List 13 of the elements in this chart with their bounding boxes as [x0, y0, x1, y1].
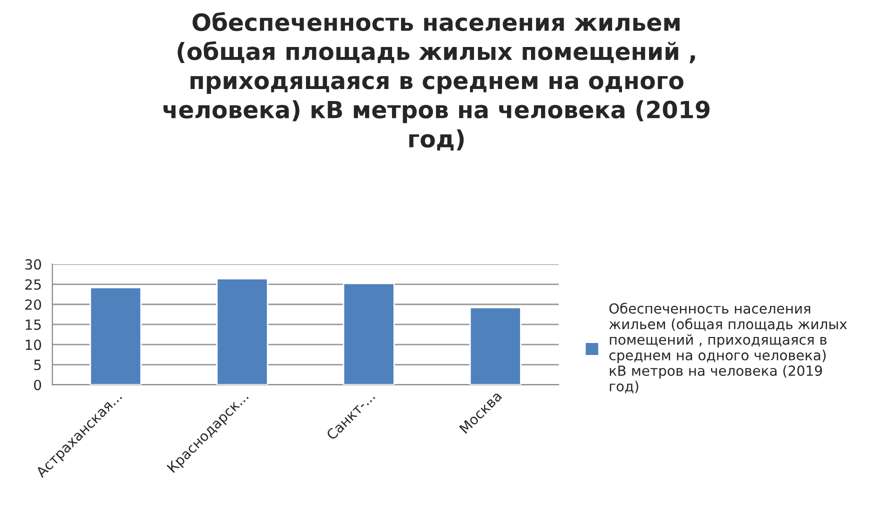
- y-tick-label: 15: [26, 320, 41, 330]
- bar: [90, 286, 142, 385]
- legend-label: Обеспеченность населения жильем (общая площадь жилых помещений , приходящаяся в среднем на одного человека) кВ метров на человека (2019 год): [609, 302, 847, 394]
- y-tick-label: 5: [34, 360, 41, 370]
- bar: [469, 306, 522, 385]
- chart-title: Обеспеченность населения жильем (общая площадь жилых помещений , приходящаяся в среднем на одного человека) кВ метров на человека (2019 год): [164, 12, 710, 151]
- y-tick-label: 20: [25, 299, 42, 310]
- y-tick-label: 10: [26, 340, 42, 350]
- y-tick-label: 0: [34, 380, 42, 390]
- bar: [342, 282, 395, 385]
- bar: [216, 278, 268, 385]
- y-tick-label: 25: [25, 279, 41, 290]
- y-tick-label: 30: [25, 259, 42, 270]
